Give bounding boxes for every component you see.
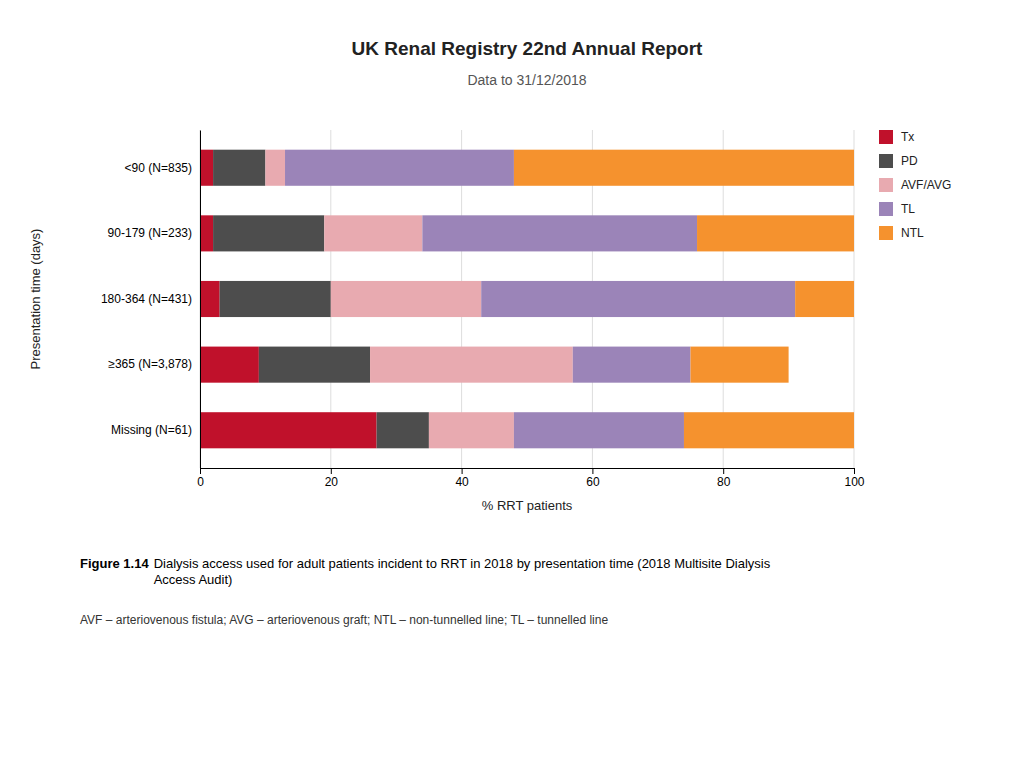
bar xyxy=(259,347,370,383)
x-tick-mark xyxy=(200,468,201,474)
y-tick: Missing (N=61) xyxy=(111,423,200,437)
y-tick: <90 (N=835) xyxy=(125,161,200,175)
x-tick: 0 xyxy=(197,468,204,489)
bar xyxy=(213,215,324,251)
x-tick: 40 xyxy=(455,468,469,489)
bar xyxy=(220,281,331,317)
bar xyxy=(377,412,429,448)
y-tick: 90-179 (N=233) xyxy=(108,226,200,240)
bar xyxy=(514,412,684,448)
x-tick-label: 40 xyxy=(455,475,469,489)
legend-label: AVF/AVG xyxy=(901,178,951,192)
bar-series xyxy=(514,150,854,449)
x-tick-mark xyxy=(854,468,855,474)
bar xyxy=(200,412,377,448)
bar xyxy=(324,215,422,251)
legend-label: Tx xyxy=(901,130,914,144)
x-tick: 100 xyxy=(844,468,864,489)
grid-line xyxy=(200,130,201,468)
bar xyxy=(795,281,854,317)
x-tick-label: 80 xyxy=(717,475,731,489)
bar xyxy=(514,150,854,186)
legend-item: TL xyxy=(879,202,915,216)
bar xyxy=(684,412,854,448)
grid xyxy=(200,130,854,468)
y-tick: 180-364 (N=431) xyxy=(101,292,200,306)
bars xyxy=(200,150,854,449)
bar xyxy=(331,281,481,317)
bar xyxy=(265,150,285,186)
y-axis-line xyxy=(200,131,201,469)
bar xyxy=(697,215,854,251)
x-axis-title: % RRT patients xyxy=(482,498,573,513)
caption-label: Figure 1.14 xyxy=(80,556,149,571)
y-tick-label: ≥365 (N=3,878) xyxy=(108,357,192,371)
x-tick-label: 0 xyxy=(197,475,204,489)
x-tick-label: 60 xyxy=(586,475,600,489)
x-tick-mark xyxy=(331,468,332,474)
legend-item: NTL xyxy=(879,226,924,240)
bar xyxy=(200,150,213,186)
bar xyxy=(691,347,789,383)
legend-label: NTL xyxy=(901,226,924,240)
y-tick-label: Missing (N=61) xyxy=(111,423,192,437)
bar-series xyxy=(285,150,795,449)
title: UK Renal Registry 22nd Annual Report xyxy=(352,38,704,59)
y-tick: ≥365 (N=3,878) xyxy=(108,357,200,371)
x-axis: 0 20 40 60 80 100 xyxy=(197,468,865,489)
x-tick: 80 xyxy=(717,468,731,489)
x-tick: 20 xyxy=(325,468,339,489)
legend-swatch xyxy=(879,202,893,216)
bar xyxy=(213,150,265,186)
x-tick-mark xyxy=(723,468,724,474)
bar xyxy=(429,412,514,448)
y-axis-title: Presentation time (days) xyxy=(28,229,43,370)
caption-line: Dialysis access used for adult patients … xyxy=(154,556,771,571)
legend-item: PD xyxy=(879,154,918,168)
legend-item: Tx xyxy=(879,130,914,144)
bar xyxy=(422,215,697,251)
x-tick-mark xyxy=(592,468,593,474)
x-tick: 60 xyxy=(586,468,600,489)
legend-label: PD xyxy=(901,154,918,168)
x-axis-line xyxy=(201,469,855,475)
legend-swatch xyxy=(879,178,893,192)
bar xyxy=(285,150,514,186)
caption-line: Access Audit) xyxy=(154,572,233,587)
x-tick-mark xyxy=(462,468,463,474)
x-tick-label: 100 xyxy=(844,475,864,489)
y-tick-label: 90-179 (N=233) xyxy=(108,226,192,240)
x-tick-label: 20 xyxy=(325,475,339,489)
chart: UK Renal Registry 22nd Annual Report Data… xyxy=(0,0,1024,768)
bar xyxy=(370,347,573,383)
y-axis: <90 (N=835) 90-179 (N=233) 180-364 (N=431)… xyxy=(101,131,201,469)
legend-swatch xyxy=(879,130,893,144)
footnote: AVF – arteriovenous fistula; AVG – arter… xyxy=(80,613,608,627)
legend-swatch xyxy=(879,154,893,168)
bar xyxy=(481,281,795,317)
legend-label: TL xyxy=(901,202,915,216)
legend-swatch xyxy=(879,226,893,240)
caption: Dialysis access used for adult patients … xyxy=(154,556,771,587)
bar xyxy=(573,347,691,383)
y-tick-label: 180-364 (N=431) xyxy=(101,292,192,306)
legend: Tx PD AVF/AVG TL NTL xyxy=(879,130,951,240)
y-tick-label: <90 (N=835) xyxy=(125,161,192,175)
bar xyxy=(200,281,220,317)
subtitle: Data to 31/12/2018 xyxy=(467,72,586,88)
bar xyxy=(200,215,213,251)
legend-item: AVF/AVG xyxy=(879,178,951,192)
bar xyxy=(200,347,259,383)
